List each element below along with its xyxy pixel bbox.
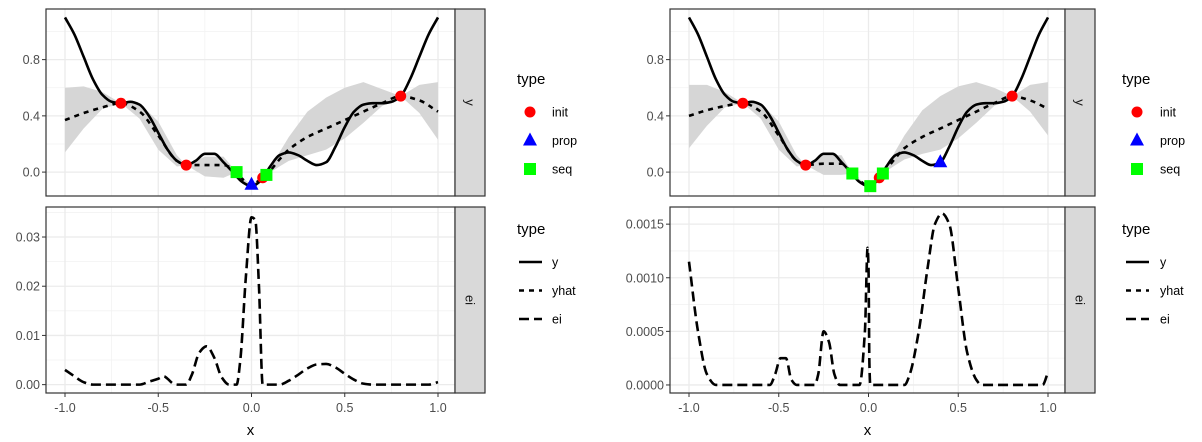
prop-point — [933, 154, 948, 168]
plot-area-ei — [64, 216, 439, 386]
y-tick-label: 0.4 — [647, 109, 664, 123]
legend-item-init: init — [1131, 106, 1177, 120]
legend-item-seq: seq — [1131, 163, 1180, 177]
legend-item-prop: prop — [1130, 132, 1185, 148]
x-tick-label: 1.0 — [1039, 401, 1056, 415]
yhat-line — [688, 94, 1049, 188]
y-tick-label: 0.0 — [647, 166, 664, 180]
init-point — [737, 97, 749, 109]
legend-item-seq: seq — [524, 163, 572, 177]
legend-title: type — [1122, 221, 1150, 238]
legend-item-y: y — [1126, 256, 1167, 270]
facet-strip-y — [454, 8, 486, 197]
legend-label: ei — [1160, 313, 1170, 327]
legend-label: init — [552, 106, 569, 120]
legend-label: prop — [1160, 134, 1185, 148]
x-tick-label: -1.0 — [54, 401, 76, 415]
legend-title: type — [517, 71, 545, 88]
init-point — [1006, 90, 1018, 102]
legend-label: ei — [552, 313, 562, 327]
legend-title: type — [517, 221, 545, 238]
x-axis: -1.0 -0.5 0.0 0.5 1.0 x — [678, 393, 1057, 439]
seq-point — [864, 180, 877, 193]
circle-key-icon — [524, 106, 536, 118]
y-tick-label: 0.0005 — [626, 325, 664, 339]
legend-item-init: init — [524, 106, 569, 120]
y-tick-label: 0.8 — [23, 53, 40, 67]
facet-strip-label: y — [463, 99, 478, 106]
legend-label: yhat — [552, 284, 576, 298]
circle-key-icon — [1131, 106, 1143, 118]
legend-lines: type y yhat ei — [517, 221, 576, 327]
confidence-band — [65, 82, 438, 185]
x-tick-label: 0.0 — [860, 401, 877, 415]
legend-item-yhat: yhat — [1126, 284, 1184, 298]
square-key-icon — [1131, 163, 1143, 175]
facet-strip-label: ei — [1073, 295, 1088, 305]
x-tick-label: 1.0 — [429, 401, 446, 415]
facet-strip-y — [1064, 8, 1096, 197]
facet-strip-ei — [1064, 206, 1096, 394]
legend-label: seq — [552, 163, 572, 177]
facet-strip-ei — [454, 206, 486, 394]
legend-points: type init prop seq — [517, 71, 577, 177]
y-tick-label: 0.0010 — [626, 271, 664, 285]
y-tick-label: 0.4 — [23, 109, 40, 123]
x-tick-label: 0.0 — [243, 401, 260, 415]
seq-point — [876, 167, 889, 180]
panel-y: 0.0 0.4 0.8 y — [647, 8, 1096, 197]
y-tick-label: 0.0000 — [626, 378, 664, 392]
legend-points: type init prop seq — [1122, 71, 1185, 177]
seq-point — [260, 168, 273, 181]
panel-ei: 0.0000 0.0005 0.0010 0.0015 ei — [626, 206, 1096, 394]
y-tick-label: 0.03 — [16, 231, 40, 245]
seq-point — [846, 167, 859, 180]
y-tick-label: 0.01 — [16, 329, 40, 343]
x-axis-title: x — [247, 422, 255, 439]
legend-item-ei: ei — [519, 313, 562, 327]
legend-title: type — [1122, 71, 1150, 88]
facet-strip-label: y — [1073, 99, 1088, 106]
x-tick-label: -0.5 — [147, 401, 169, 415]
confidence-band — [689, 82, 1048, 187]
legend-label: seq — [1160, 163, 1180, 177]
triangle-key-icon — [523, 132, 537, 146]
init-point — [115, 97, 127, 109]
y-tick-label: 0.0 — [23, 166, 40, 180]
legend-label: yhat — [1160, 284, 1184, 298]
legend-label: y — [552, 256, 559, 270]
legend-label: y — [1160, 256, 1167, 270]
triangle-key-icon — [1130, 132, 1144, 146]
x-axis-title: x — [864, 422, 872, 439]
legend-label: prop — [552, 134, 577, 148]
y-tick-label: 0.00 — [16, 378, 40, 392]
legend-item-y: y — [519, 256, 559, 270]
x-tick-label: 0.5 — [950, 401, 967, 415]
legend-label: init — [1160, 106, 1177, 120]
panel-background — [46, 207, 455, 393]
y-tick-label: 0.8 — [647, 53, 664, 67]
y-tick-label: 0.02 — [16, 280, 40, 294]
legend-lines: type y yhat ei — [1122, 221, 1184, 327]
seq-point — [230, 166, 243, 179]
x-axis: -1.0 -0.5 0.0 0.5 1.0 x — [54, 393, 447, 439]
legend-item-prop: prop — [523, 132, 577, 148]
init-point — [395, 90, 407, 102]
init-point — [180, 159, 192, 171]
init-point — [800, 159, 812, 171]
panel-ei: 0.00 0.01 0.02 0.03 ei — [16, 206, 486, 394]
y-tick-label: 0.0015 — [626, 218, 664, 232]
prop-point — [244, 176, 259, 190]
legend-item-ei: ei — [1126, 313, 1170, 327]
square-key-icon — [524, 163, 536, 175]
legend-item-yhat: yhat — [519, 284, 576, 298]
x-tick-label: 0.5 — [336, 401, 353, 415]
facet-strip-label: ei — [463, 295, 478, 305]
x-tick-label: -0.5 — [768, 401, 790, 415]
panel-background — [670, 207, 1065, 393]
x-tick-label: -1.0 — [678, 401, 700, 415]
ei-line — [64, 216, 439, 386]
panel-y: 0.0 0.4 0.8 y — [23, 8, 486, 197]
